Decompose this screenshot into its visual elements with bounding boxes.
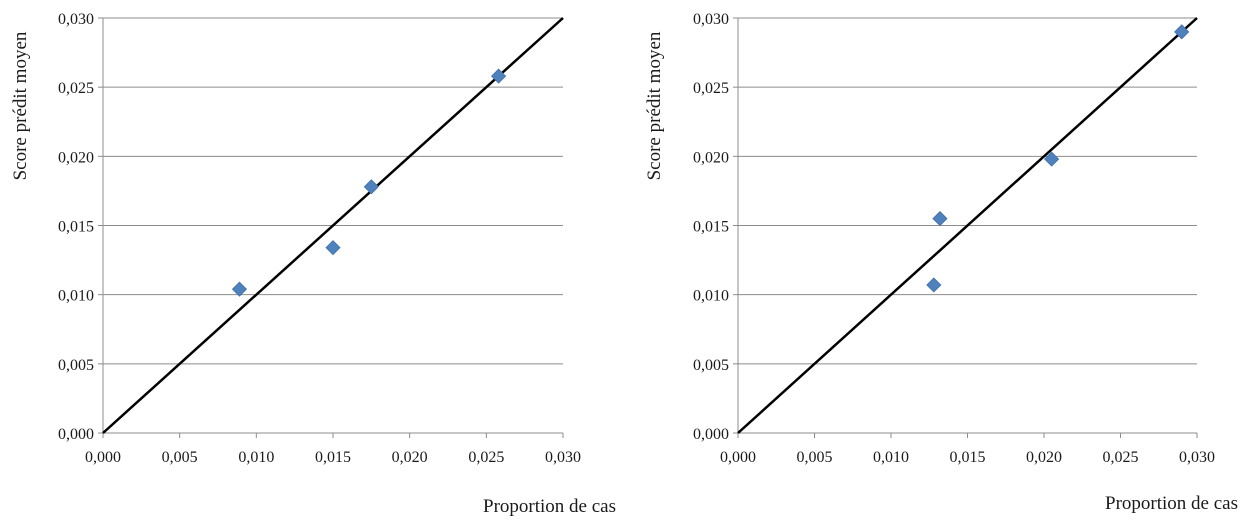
chart-left-point-1 — [325, 240, 341, 256]
chart-left-x-tick-label: 0,030 — [545, 449, 581, 466]
chart-right-y-tick-label: 0,000 — [693, 426, 729, 443]
chart-right-x-tick-label: 0,015 — [950, 449, 986, 466]
chart-left: 0,000 0,005 0,010 0,015 0,020 0,025 0,030 0,000… — [10, 11, 616, 517]
chart-left-y-tick-label: 0,005 — [58, 357, 94, 374]
chart-right-x-tick-label: 0,020 — [1026, 449, 1062, 466]
chart-left-x-tick-label: 0,020 — [392, 449, 428, 466]
chart-left-point-3 — [491, 68, 507, 84]
chart-left-x-tick-label: 0,005 — [162, 449, 198, 466]
chart-right-fit-line-group — [737, 17, 1198, 434]
chart-left-point-2 — [363, 179, 379, 195]
chart-left-fit-line — [102, 17, 564, 434]
chart-left-fit-line-group — [102, 17, 564, 434]
chart-left-x-tick-label: 0,000 — [85, 449, 121, 466]
chart-left-x-axis-label: Proportion de cas — [483, 496, 616, 517]
chart-left-gridlines — [103, 17, 563, 365]
chart-left-y-tick-label: 0,030 — [58, 11, 94, 28]
chart-right-x-tick-label: 0,005 — [797, 449, 833, 466]
chart-right-fit-line — [737, 17, 1198, 434]
chart-left-y-tick-label: 0,010 — [58, 288, 94, 305]
chart-left-x-tick-label: 0,015 — [315, 449, 351, 466]
chart-left-x-tick-label: 0,025 — [468, 449, 504, 466]
chart-right-point-2 — [1044, 151, 1060, 167]
chart-left-y-tick-label: 0,015 — [58, 219, 94, 236]
chart-left-point-0 — [231, 281, 248, 297]
chart-right-x-tick-label: 0,010 — [873, 449, 909, 466]
chart-right-y-tick-label: 0,025 — [693, 80, 729, 97]
chart-right-x-tick-label: 0,025 — [1103, 449, 1139, 466]
chart-right-y-axis-label: Score prédit moyen — [644, 31, 665, 180]
chart-right-point-0 — [926, 277, 942, 293]
chart-right-y-tick-label: 0,030 — [693, 11, 729, 28]
chart-right-points — [926, 24, 1190, 293]
chart-left-x-tick-label: 0,010 — [238, 449, 274, 466]
chart-left-y-tick-label: 0,025 — [58, 80, 94, 97]
chart-left-ticks: 0,000 0,005 0,010 0,015 0,020 0,025 0,030 0,000… — [58, 11, 581, 466]
chart-right-y-tick-label: 0,020 — [693, 149, 729, 166]
chart-right-x-tick-label: 0,030 — [1179, 449, 1215, 466]
chart-right-point-3 — [1174, 24, 1190, 40]
chart-right-point-1 — [932, 211, 948, 227]
chart-right-y-tick-label: 0,015 — [693, 219, 729, 236]
chart-left-y-tick-label: 0,020 — [58, 149, 94, 166]
chart-right-ticks: 0,000 0,005 0,010 0,015 0,020 0,025 0,030 0,000… — [693, 11, 1215, 466]
chart-left-points — [231, 68, 507, 297]
chart-right-x-tick-label: 0,000 — [720, 449, 756, 466]
chart-right-y-tick-label: 0,005 — [693, 357, 729, 374]
chart-left-y-axis-label: Score prédit moyen — [10, 31, 31, 180]
chart-left-y-tick-label: 0,000 — [58, 426, 94, 443]
chart-right-x-axis-label: Proportion de cas — [1105, 493, 1238, 514]
chart-right-y-tick-label: 0,010 — [693, 288, 729, 305]
chart-right-gridlines — [738, 17, 1197, 365]
chart-right: 0,000 0,005 0,010 0,015 0,020 0,025 0,030 0,000… — [644, 11, 1238, 514]
